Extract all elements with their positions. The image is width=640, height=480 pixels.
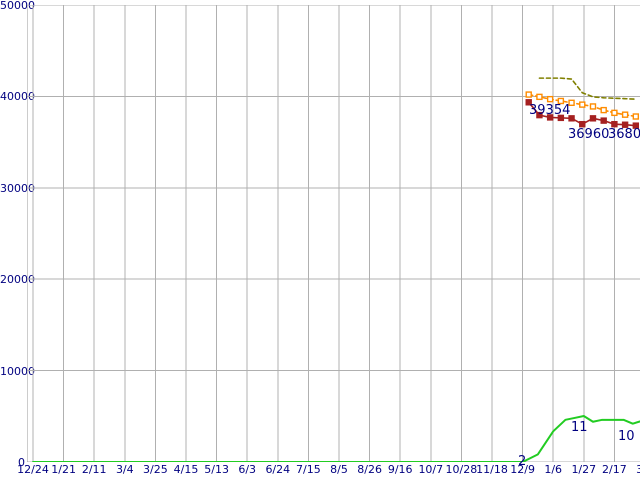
x-tick-label: 11/18	[476, 463, 508, 476]
series-marker-main-series	[536, 111, 543, 119]
label-green-2: 2	[518, 454, 527, 469]
x-tick-label: 12/9	[510, 463, 535, 476]
x-tick-label: 1/21	[51, 463, 76, 476]
series-marker-mid-band	[557, 97, 565, 105]
x-tick-label: 10/28	[445, 463, 478, 476]
series-marker-mid-band	[611, 109, 618, 117]
x-tick-label: 9/16	[387, 463, 413, 476]
series-marker-mid-band	[525, 91, 532, 98]
series-marker-main-series	[525, 99, 532, 106]
x-tick-label: 2/17	[602, 463, 627, 476]
label-36960: 36960	[568, 127, 610, 142]
series-line-count-series	[32, 415, 640, 462]
x-tick-label: 4/15	[173, 463, 199, 476]
series-marker-mid-band	[536, 93, 543, 101]
x-tick-label: 6/3	[238, 463, 257, 476]
x-tick-label: 7/15	[296, 463, 321, 476]
series-marker-main-series	[589, 115, 597, 122]
series-line-upper-band	[538, 77, 637, 100]
x-tick-label: 8/26	[357, 463, 382, 476]
series-marker-main-series	[632, 122, 640, 129]
series-marker-main-series	[568, 115, 575, 122]
series-marker-main-series	[557, 114, 565, 122]
series-marker-mid-band	[600, 106, 607, 114]
series-marker-mid-band	[546, 95, 554, 103]
y-tick-label: 20000	[0, 273, 35, 287]
x-tick-label: 5/13	[204, 463, 229, 476]
series-marker-main-series	[600, 117, 607, 124]
series-marker-mid-band	[589, 103, 597, 110]
series-marker-main-series	[579, 120, 586, 128]
x-tick-label: 1/27	[571, 463, 597, 476]
label-green-10: 10	[618, 429, 635, 444]
label-green-11: 11	[571, 420, 588, 435]
x-tick-label: 3/4	[115, 463, 134, 476]
y-tick-label: 0	[18, 456, 25, 469]
series-marker-main-series	[546, 114, 554, 121]
x-tick-label: 1/6	[544, 463, 563, 476]
series-marker-main-series	[611, 120, 618, 128]
y-tick-label: 10000	[0, 364, 35, 378]
series-marker-mid-band	[568, 99, 575, 106]
series-marker-mid-band	[579, 101, 586, 108]
series-marker-mid-band	[621, 111, 629, 118]
plot-area	[27, 5, 640, 462]
y-tick-label: 50000	[0, 0, 35, 12]
y-tick-label: 40000	[0, 90, 35, 104]
label-39354: 39354	[529, 103, 571, 118]
plot-svg	[27, 5, 640, 462]
x-tick-label: 10/7	[418, 463, 444, 476]
series-marker-mid-band	[632, 113, 640, 120]
x-tick-label: 6/24	[265, 463, 291, 476]
series-marker-main-series	[621, 121, 629, 128]
x-tick-label: 3/3	[636, 463, 640, 476]
y-tick-label: 30000	[0, 181, 35, 195]
x-tick-label: 3/25	[143, 463, 168, 476]
x-tick-label: 8/5	[330, 463, 348, 476]
series-line-mid-band	[527, 93, 637, 118]
x-tick-label: 12/24	[17, 463, 49, 476]
x-tick-label: 2/11	[81, 463, 107, 476]
label-36800: 36800	[608, 127, 640, 142]
